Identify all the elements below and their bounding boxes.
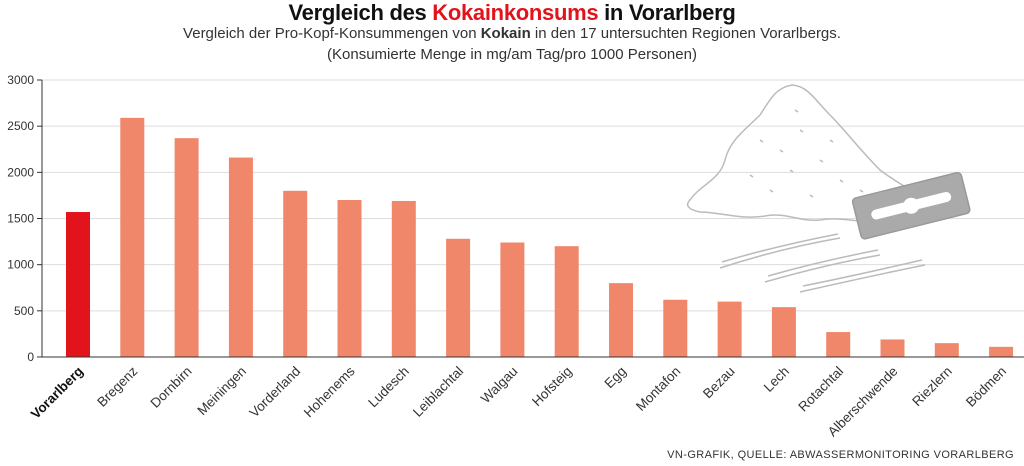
x-label-bödmen: Bödmen bbox=[963, 364, 1009, 410]
powder-line-1 bbox=[719, 233, 841, 269]
bar-egg bbox=[609, 283, 633, 357]
bars bbox=[66, 117, 1014, 358]
powder-line-2 bbox=[764, 249, 881, 283]
powder-line-3 bbox=[799, 259, 926, 293]
bar-bregenz bbox=[120, 117, 145, 358]
subtitle-bold: Kokain bbox=[480, 25, 531, 42]
title-highlight: Kokainkonsums bbox=[432, 0, 599, 25]
y-tick-label: 2500 bbox=[7, 119, 34, 133]
bar-ludesch bbox=[391, 200, 416, 357]
bar-leiblachtal bbox=[446, 238, 471, 357]
bar-bezau bbox=[717, 301, 742, 357]
grid-lines bbox=[42, 79, 1024, 312]
x-label-walgau: Walgau bbox=[478, 364, 521, 407]
x-label-montafon: Montafon bbox=[633, 364, 683, 414]
chart-subtitle: Vergleich der Pro-Kopf-Konsummengen von … bbox=[0, 25, 1024, 42]
x-label-egg: Egg bbox=[602, 364, 630, 392]
x-label-meiningen: Meiningen bbox=[194, 364, 249, 419]
x-axis-labels: Vorarlberg Bregenz Dornbirn MeiningenVorder… bbox=[28, 363, 1009, 439]
bar-rotachtal bbox=[826, 332, 851, 357]
bar-montafon bbox=[663, 299, 688, 357]
y-axis-ticks: 0 500 1000 1500 2000 2500 3000 bbox=[7, 73, 42, 364]
x-label-rotachtal: Rotachtal bbox=[795, 364, 846, 415]
bar-alberschwende bbox=[880, 339, 905, 357]
y-tick-label: 1000 bbox=[7, 258, 34, 272]
bar-riezlern bbox=[934, 343, 959, 357]
subtitle-part-2: in den 17 untersuchten Regionen Vorarlbe… bbox=[530, 25, 841, 42]
bar-vorderland bbox=[283, 190, 308, 357]
bar-meiningen bbox=[228, 157, 253, 357]
bar-walgau bbox=[500, 242, 525, 357]
x-label-riezlern: Riezlern bbox=[909, 364, 955, 410]
x-label-hofsteig: Hofsteig bbox=[529, 364, 575, 410]
powder-shading bbox=[749, 109, 864, 198]
y-tick-label: 3000 bbox=[7, 73, 34, 87]
title-part-2: in Vorarlberg bbox=[598, 0, 736, 25]
bar-lech bbox=[771, 307, 796, 357]
x-label-ludesch: Ludesch bbox=[365, 364, 412, 411]
subtitle-part-1: Vergleich der Pro-Kopf-Konsummengen von bbox=[183, 25, 481, 42]
bar-hohenems bbox=[337, 200, 362, 357]
x-label-bregenz: Bregenz bbox=[94, 363, 140, 409]
chart-subtitle-units: (Konsumierte Menge in mg/am Tag/pro 1000… bbox=[327, 46, 697, 63]
cocaine-illustration bbox=[686, 84, 971, 293]
y-tick-label: 1500 bbox=[7, 212, 34, 226]
x-label-dornbirn: Dornbirn bbox=[147, 364, 194, 411]
bar-hofsteig bbox=[554, 246, 579, 357]
y-tick-label: 500 bbox=[14, 304, 34, 318]
bar-vorarlberg bbox=[66, 212, 90, 357]
bar-bödmen bbox=[989, 346, 1014, 357]
x-label-bezau: Bezau bbox=[700, 364, 738, 402]
chart-title: Vergleich des Kokainkonsums in Vorarlber… bbox=[0, 0, 1024, 26]
x-label-hohenems: Hohenems bbox=[301, 363, 358, 420]
x-label-vorderland: Vorderland bbox=[247, 364, 304, 421]
source-note: VN-GRAFIK, QUELLE: ABWASSERMONITORING VO… bbox=[667, 449, 1014, 461]
title-part-1: Vergleich des bbox=[288, 0, 433, 25]
x-label-leiblachtal: Leiblachtal bbox=[410, 364, 466, 420]
razor-blade bbox=[851, 171, 971, 240]
bar-dornbirn bbox=[174, 138, 199, 357]
x-label-vorarlberg: Vorarlberg bbox=[28, 364, 86, 422]
x-label-lech: Lech bbox=[761, 364, 792, 395]
y-tick-label: 2000 bbox=[7, 165, 34, 179]
y-tick-label: 0 bbox=[27, 350, 34, 364]
